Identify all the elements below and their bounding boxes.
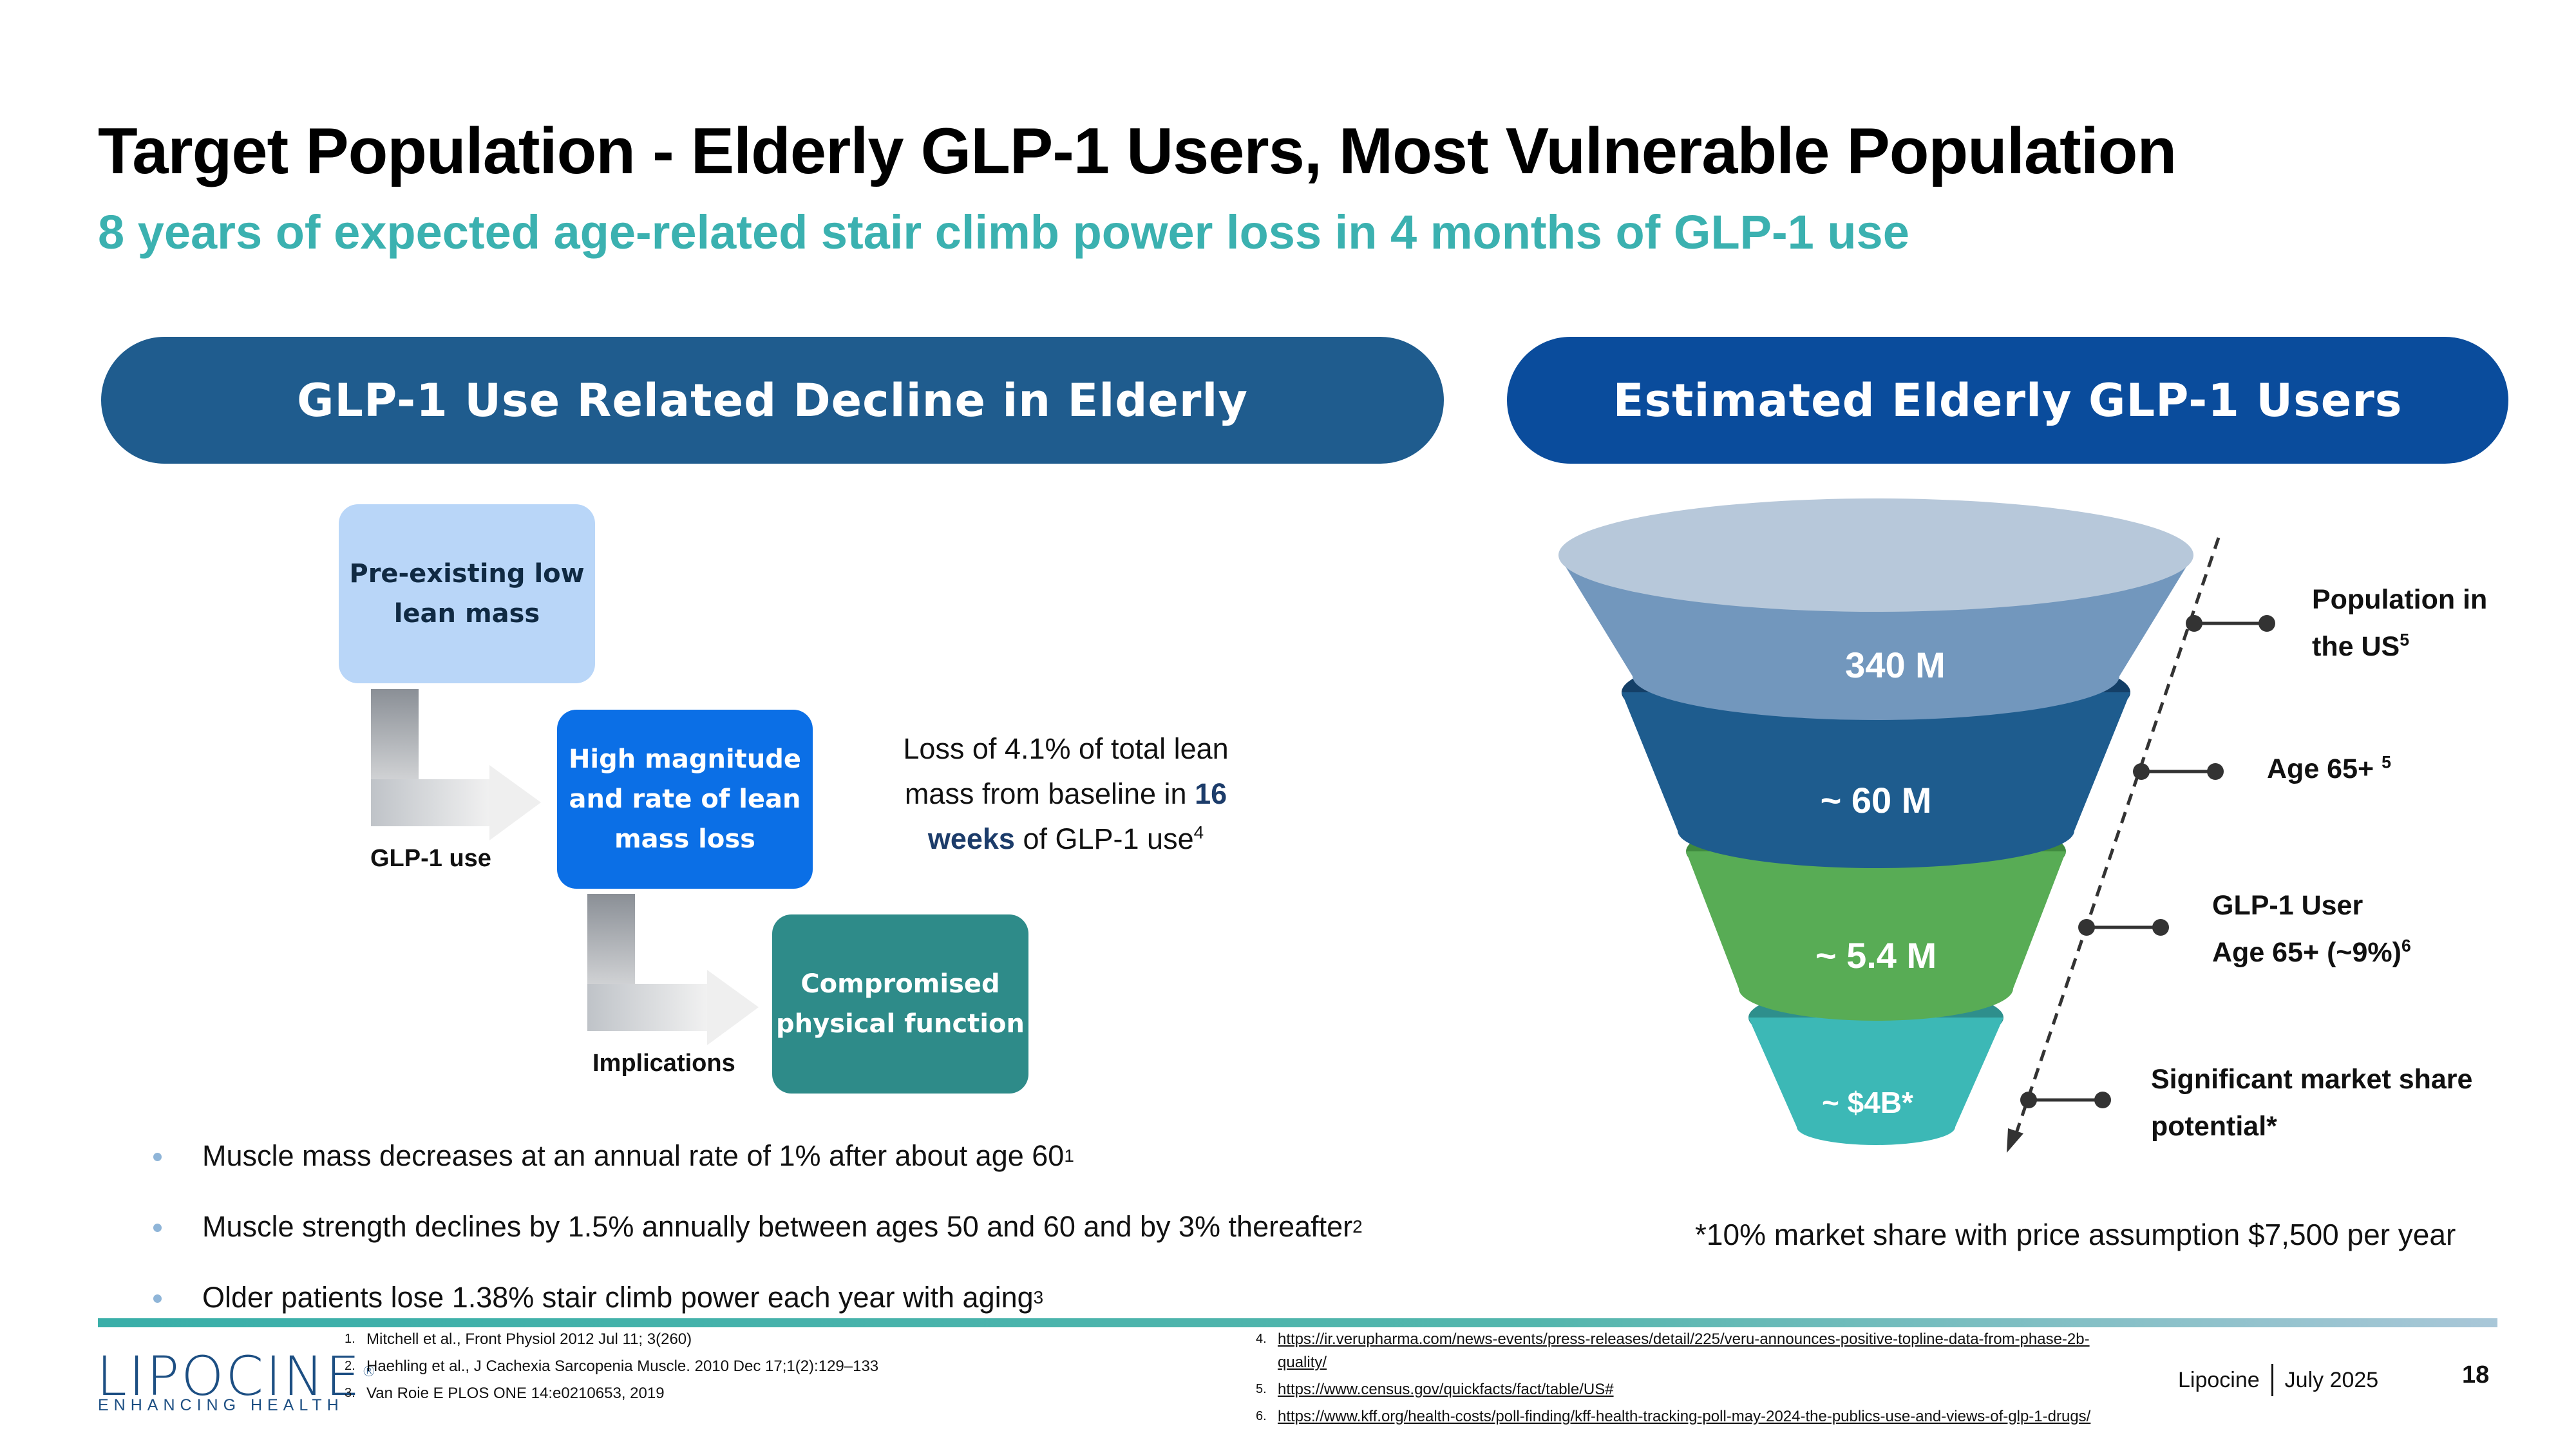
funnel-value-1: 340 M	[1845, 645, 1946, 685]
reference-number: 2.	[345, 1359, 355, 1373]
footer-company: Lipocine	[2178, 1367, 2260, 1392]
reference-item: 6. https://www.kff.org/health-costs/poll-…	[1256, 1405, 2119, 1428]
funnel-label-glp1-user: GLP-1 User Age 65+ (~9%)6	[2212, 882, 2411, 976]
loss-line2-highlight: 16	[1195, 777, 1227, 810]
footer-divider	[98, 1318, 2497, 1327]
reference-text: Mitchell et al., Front Physiol 2012 Jul …	[366, 1331, 692, 1348]
funnel-label-population: Population in the US5	[2312, 576, 2487, 670]
right-section-header: Estimated Elderly GLP-1 Users	[1507, 337, 2508, 464]
references-left: 1. Mitchell et al., Front Physiol 2012 Ju…	[345, 1328, 1182, 1409]
funnel-label-age65: Age 65+ 5	[2267, 746, 2391, 793]
references-right: 4. https://ir.verupharma.com/news-events/…	[1256, 1328, 2119, 1432]
reference-link[interactable]: https://www.kff.org/health-costs/poll-fi…	[1278, 1408, 2091, 1425]
funnel-dashed-arrow	[2007, 537, 2221, 1153]
funnel-value-2: ~ 60 M	[1821, 780, 1932, 820]
reference-number: 3.	[345, 1386, 355, 1400]
list-item: Muscle strength declines by 1.5% annuall…	[148, 1191, 1363, 1262]
funnel-connectors	[2020, 615, 2275, 1108]
bullet-icon	[153, 1294, 162, 1303]
funnel-value-3: ~ 5.4 M	[1815, 935, 1937, 976]
glp1-use-label: GLP-1 use	[370, 845, 491, 872]
bullet-text: Muscle mass decreases at an annual rate …	[202, 1139, 1065, 1172]
page-subtitle: 8 years of expected age-related stair cl…	[98, 205, 1909, 259]
loss-ref: 4	[1193, 822, 1204, 842]
funnel-value-4: ~ $4B*	[1822, 1086, 1913, 1119]
reference-item: 2. Haehling et al., J Cachexia Sarcopenia…	[345, 1355, 1182, 1378]
label-ref: 6	[2401, 936, 2411, 956]
bullet-text: Older patients lose 1.38% stair climb po…	[202, 1281, 1034, 1314]
list-item: Older patients lose 1.38% stair climb po…	[148, 1262, 1363, 1333]
footer-separator	[2271, 1364, 2273, 1396]
funnel-tier-1	[1558, 498, 2193, 720]
footer-company-date: Lipocine July 2025	[2178, 1364, 2378, 1396]
page-title: Target Population - Elderly GLP-1 Users,…	[98, 115, 2177, 187]
logo-wordmark: LIPOCINE	[97, 1345, 362, 1408]
list-item: Muscle mass decreases at an annual rate …	[148, 1121, 1363, 1191]
pre-existing-low-lean-mass-box: Pre-existing low lean mass	[339, 504, 595, 683]
reference-text: Haehling et al., J Cachexia Sarcopenia M…	[366, 1358, 879, 1375]
loss-line3-highlight: weeks	[927, 822, 1015, 855]
page-number: 18	[2462, 1361, 2490, 1388]
box3-line1: Compromised	[800, 969, 1000, 999]
reference-item: 4. https://ir.verupharma.com/news-events/…	[1256, 1328, 2119, 1374]
bullet-icon	[153, 1153, 162, 1161]
reference-item: 1. Mitchell et al., Front Physiol 2012 Ju…	[345, 1328, 1182, 1351]
bent-arrow-1	[371, 689, 541, 840]
compromised-physical-function-box: Compromised physical function	[772, 914, 1028, 1094]
footer-date: July 2025	[2284, 1367, 2379, 1392]
label-line2: potential*	[2151, 1111, 2277, 1142]
reference-text: Van Roie E PLOS ONE 14:e0210653, 2019	[366, 1385, 665, 1402]
label-line2: Age 65+ (~9%)	[2212, 937, 2401, 969]
box2-line3: mass loss	[614, 824, 755, 854]
box2-line1: High magnitude	[568, 744, 802, 774]
high-magnitude-lean-loss-box: High magnitude and rate of lean mass loss	[557, 710, 813, 889]
reference-number: 6.	[1256, 1409, 1267, 1423]
reference-item: 3. Van Roie E PLOS ONE 14:e0210653, 2019	[345, 1382, 1182, 1405]
label-ref: 5	[2382, 752, 2391, 772]
reference-number: 5.	[1256, 1382, 1267, 1396]
reference-link[interactable]: https://ir.verupharma.com/news-events/pr…	[1278, 1331, 2090, 1371]
bent-arrow-2	[587, 894, 759, 1045]
loss-line2-text: mass from baseline in	[904, 777, 1195, 810]
reference-number: 4.	[1256, 1332, 1267, 1346]
label-line1: Population in	[2312, 584, 2488, 615]
logo-tagline: ENHANCING HEALTH	[98, 1396, 344, 1414]
box1-line2: lean mass	[393, 599, 540, 629]
box1-line1: Pre-existing low	[349, 559, 585, 589]
left-section-header: GLP-1 Use Related Decline in Elderly	[101, 337, 1444, 464]
label-line1: Age 65+	[2267, 753, 2382, 784]
loss-line1: Loss of 4.1% of total lean	[903, 732, 1229, 765]
logo-registered: ®	[361, 1364, 378, 1380]
label-line2: the US	[2312, 631, 2400, 663]
label-ref: 5	[2400, 630, 2410, 650]
company-logo: LIPOCINE®	[97, 1345, 378, 1408]
box2-line2: and rate of lean	[569, 784, 801, 814]
reference-number: 1.	[345, 1332, 355, 1346]
lean-mass-loss-callout: Loss of 4.1% of total lean mass from bas…	[857, 726, 1275, 861]
reference-link[interactable]: https://www.census.gov/quickfacts/fact/t…	[1278, 1381, 1614, 1398]
bullet-icon	[153, 1224, 162, 1232]
loss-line3-text: of GLP-1 use	[1014, 822, 1194, 855]
implications-label: Implications	[592, 1050, 735, 1077]
funnel-label-market-share: Significant market share potential*	[2151, 1056, 2472, 1150]
label-line1: GLP-1 User	[2212, 890, 2363, 921]
label-line1: Significant market share	[2151, 1064, 2473, 1095]
market-share-note: *10% market share with price assumption …	[1695, 1218, 2456, 1251]
box3-line2: physical function	[776, 1009, 1025, 1039]
bullet-text: Muscle strength declines by 1.5% annuall…	[202, 1210, 1353, 1243]
aging-facts-list: Muscle mass decreases at an annual rate …	[148, 1121, 1363, 1333]
reference-item: 5. https://www.census.gov/quickfacts/fact…	[1256, 1378, 2119, 1401]
